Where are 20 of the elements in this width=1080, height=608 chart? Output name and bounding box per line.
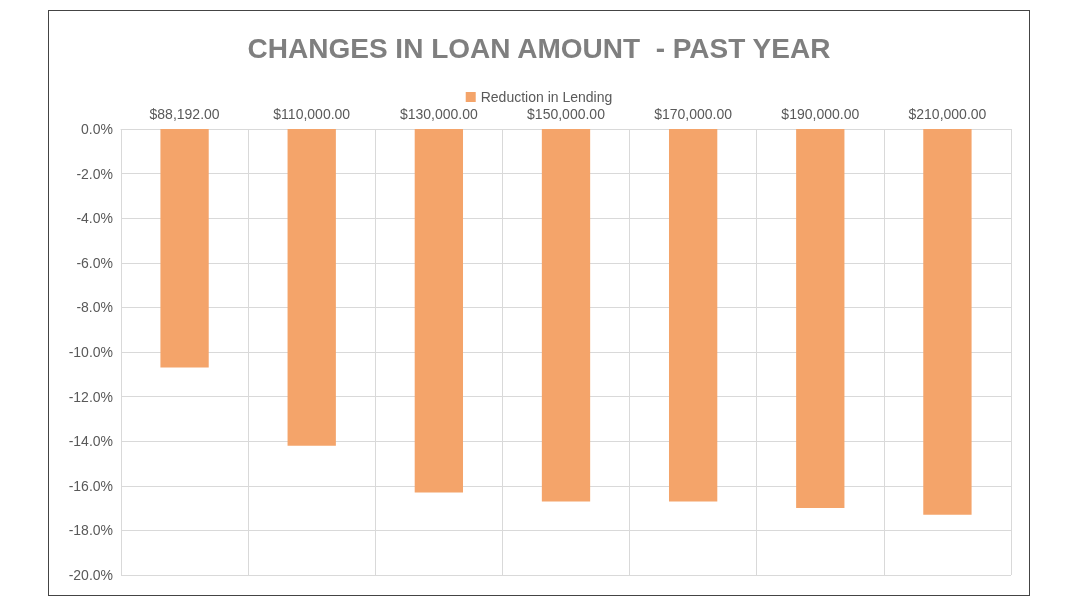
x-tick-label: $190,000.00 (781, 106, 860, 122)
x-tick-label: $150,000.00 (527, 106, 606, 122)
y-tick-label: -12.0% (68, 388, 113, 405)
x-tick-label: $170,000.00 (654, 106, 733, 122)
chart-title: CHANGES IN LOAN AMOUNT - PAST YEAR (247, 32, 831, 64)
y-tick-label: 0.0% (81, 121, 113, 137)
x-tick-label: $130,000.00 (399, 106, 478, 122)
y-tick-label: -6.0% (76, 254, 113, 271)
y-tick-label: -2.0% (76, 165, 113, 182)
y-tick-label: -14.0% (68, 433, 113, 450)
y-tick-label: -20.0% (68, 567, 113, 583)
x-tick-label: $210,000.00 (908, 106, 987, 122)
x-tick-label: $110,000.00 (273, 106, 351, 122)
y-tick-label: -4.0% (76, 210, 113, 227)
y-tick-label: -10.0% (68, 344, 113, 360)
x-tick-label: $88,192.00 (149, 106, 220, 122)
y-tick-label: -18.0% (68, 522, 113, 539)
y-tick-label: -8.0% (76, 299, 113, 316)
y-tick-label: -16.0% (68, 477, 113, 494)
legend-label: Reduction in Lending (480, 89, 613, 105)
